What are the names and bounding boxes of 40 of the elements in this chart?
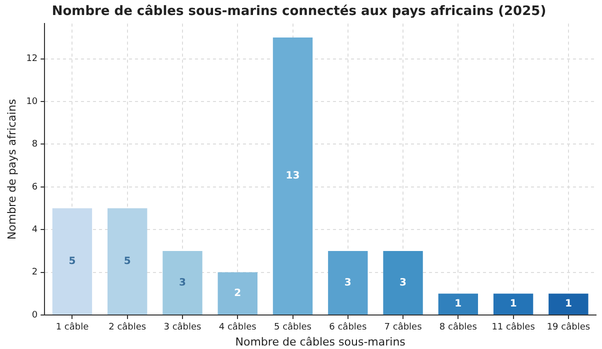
y-tick-label: 10 <box>26 96 38 107</box>
y-tick-label: 12 <box>26 54 38 64</box>
x-tick-label: 5 câbles <box>274 322 312 333</box>
x-tick-label: 1 câble <box>56 322 90 333</box>
bar <box>108 208 148 314</box>
data-label: 1 <box>510 298 517 310</box>
bar <box>218 272 258 314</box>
bar <box>52 208 92 314</box>
data-label: 1 <box>454 298 462 310</box>
x-tick-label: 11 câbles <box>492 322 536 333</box>
data-label: 1 <box>564 298 572 310</box>
x-axis-title: Nombre de câbles sous-marins <box>235 335 406 348</box>
x-tick-label: 3 câbles <box>164 322 202 333</box>
x-tick-label: 6 câbles <box>329 322 367 333</box>
chart-title: Nombre de câbles sous-marins connectés aux pays africains (2025) <box>52 4 546 20</box>
x-tick-label: 19 câbles <box>546 322 590 333</box>
data-label: 2 <box>234 288 242 299</box>
x-tick-label: 8 câbles <box>439 322 478 333</box>
data-label: 5 <box>68 256 76 267</box>
y-tick-label: 6 <box>32 182 38 192</box>
y-tick-label: 8 <box>32 140 38 150</box>
x-tick-label: 7 câbles <box>384 322 422 333</box>
y-tick-label: 4 <box>32 224 38 235</box>
bar <box>328 250 368 314</box>
x-tick-label: 4 câbles <box>218 322 257 333</box>
y-tick-label: 0 <box>32 310 38 320</box>
data-label: 3 <box>400 277 407 288</box>
data-label: 3 <box>344 277 352 288</box>
bar <box>162 250 202 314</box>
bar <box>548 294 588 314</box>
bar <box>383 250 423 314</box>
y-tick-label: 2 <box>32 268 38 278</box>
data-label: 3 <box>179 277 186 288</box>
data-label: 13 <box>286 170 300 182</box>
bar <box>438 294 478 314</box>
bar <box>493 294 534 314</box>
bar <box>272 37 313 314</box>
y-axis-title: Nombre de pays africains <box>5 98 18 240</box>
data-label: 5 <box>124 256 131 267</box>
x-tick-label: 2 câbles <box>108 322 146 333</box>
